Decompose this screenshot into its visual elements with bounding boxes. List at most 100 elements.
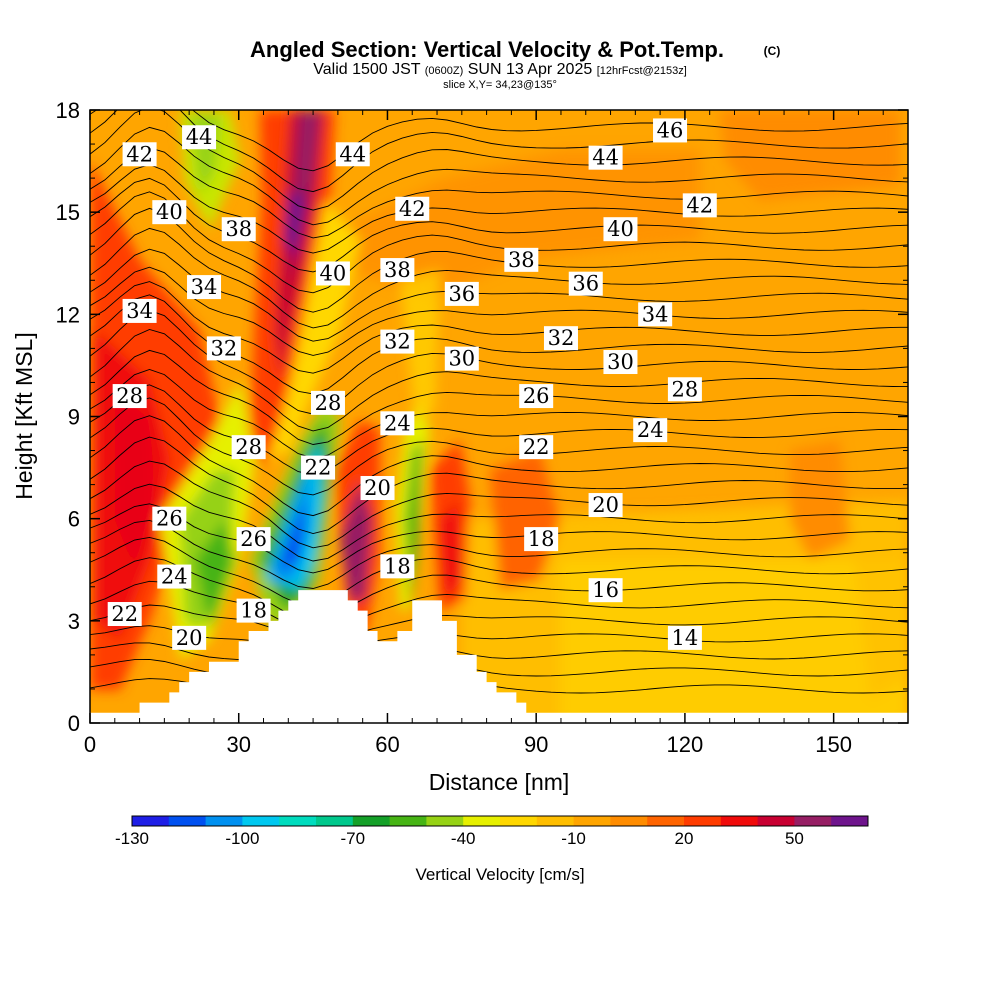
theta-label: 18	[524, 527, 559, 552]
theta-label-box	[107, 602, 142, 627]
theta-label: 38	[504, 247, 539, 272]
theta-label-box	[667, 377, 702, 402]
colorbar-swatch	[242, 816, 280, 826]
theta-label-text: 42	[686, 193, 713, 217]
theta-contour-line	[90, 110, 908, 211]
theta-label-box	[301, 455, 336, 480]
theta-label-box	[236, 598, 271, 623]
colorbar-swatch	[463, 816, 501, 826]
theta-label-box	[543, 326, 578, 351]
theta-label-text: 36	[572, 272, 599, 296]
theta-contour-line	[90, 519, 908, 589]
theta-label-text: 38	[508, 248, 535, 272]
theta-label-box	[667, 625, 702, 650]
theta-label-text: 22	[111, 602, 138, 626]
theta-label-text: 28	[116, 384, 143, 408]
theta-label-box	[633, 418, 668, 443]
y-tick-label: 3	[68, 609, 80, 634]
theta-contour-line	[90, 503, 908, 574]
theta-label-box	[187, 275, 222, 300]
theta-label-box	[182, 125, 217, 150]
y-tick-label: 18	[56, 98, 80, 123]
theta-label-box	[653, 118, 688, 143]
theta-label-box	[682, 193, 717, 218]
colorbar-tick-label: -10	[561, 829, 586, 848]
theta-label-text: 22	[305, 456, 332, 480]
subtitle-utc: (0600Z)	[425, 65, 464, 77]
theta-label: 36	[568, 271, 603, 296]
theta-label-text: 28	[235, 435, 262, 459]
theta-label-box	[315, 261, 350, 286]
theta-label-text: 38	[225, 217, 252, 241]
y-tick-label: 15	[56, 200, 80, 225]
theta-label-text: 40	[320, 261, 347, 285]
theta-label-text: 20	[592, 493, 619, 517]
theta-label-text: 34	[126, 299, 153, 323]
colorbar-tick-label: -100	[225, 829, 259, 848]
theta-label-text: 40	[607, 217, 634, 241]
theta-label: 24	[157, 564, 192, 589]
theta-label-text: 24	[384, 411, 411, 435]
theta-label-box	[122, 298, 157, 323]
theta-contour-line	[90, 557, 908, 622]
x-tick-label: 60	[375, 732, 399, 757]
theta-label-box	[603, 217, 638, 242]
theta-contour-line	[90, 147, 908, 239]
velocity-field	[90, 110, 908, 723]
theta-label-box	[122, 142, 157, 167]
theta-label: 42	[682, 193, 717, 218]
y-tick-label: 12	[56, 302, 80, 327]
colorbar: -130 -100 -70 -40 -10 20 50	[115, 815, 869, 848]
theta-label-box	[444, 346, 479, 371]
theta-label: 44	[182, 125, 217, 150]
theta-label-text: 16	[592, 578, 619, 602]
theta-label: 22	[519, 435, 554, 460]
theta-label: 40	[603, 217, 638, 242]
colorbar-swatch	[132, 816, 170, 826]
theta-label: 44	[588, 145, 623, 170]
theta-label: 28	[667, 377, 702, 402]
theta-label-box	[444, 281, 479, 306]
subtitle-forecast: [12hrFcst@2153z]	[597, 65, 687, 77]
theta-contour-line	[90, 309, 908, 415]
theta-contour-line	[90, 191, 908, 294]
theta-contour-line	[90, 625, 908, 653]
theta-label-text: 18	[528, 527, 555, 551]
subtitle-date: SUN 13 Apr 2025	[468, 61, 593, 78]
colorbar-label: Vertical Velocity [cm/s]	[415, 865, 584, 884]
theta-label-box	[568, 271, 603, 296]
theta-label-text: 46	[657, 118, 684, 142]
theta-label-text: 22	[523, 435, 550, 459]
theta-contour-line	[90, 164, 908, 254]
theta-label: 38	[380, 258, 415, 283]
theta-label: 20	[172, 625, 207, 650]
theta-label: 30	[444, 346, 479, 371]
theta-contour-line	[90, 580, 908, 633]
theta-label-box	[206, 336, 241, 361]
theta-label-text: 34	[642, 302, 669, 326]
theta-label-text: 42	[126, 142, 153, 166]
chart-subtitle: Valid 1500 JST (0600Z) SUN 13 Apr 2025 […	[313, 61, 687, 78]
theta-label: 20	[588, 493, 623, 518]
theta-contour-line	[90, 110, 908, 172]
theta-label: 32	[543, 326, 578, 351]
colorbar-swatch	[610, 816, 648, 826]
theta-contour-line	[90, 281, 908, 374]
theta-label-box	[335, 142, 370, 167]
theta-label-text: 20	[176, 626, 203, 650]
colorbar-swatch	[757, 816, 795, 826]
theta-label: 18	[380, 554, 415, 579]
theta-contour-line	[90, 207, 908, 313]
theta-label-text: 44	[339, 142, 366, 166]
theta-label: 24	[380, 411, 415, 436]
theta-contour-line	[90, 227, 908, 329]
x-tick-label: 90	[524, 732, 548, 757]
theta-label: 32	[206, 336, 241, 361]
theta-label-box	[519, 384, 554, 409]
colorbar-swatch	[794, 816, 832, 826]
theta-contour-line	[90, 349, 908, 445]
y-tick-label: 6	[68, 507, 80, 532]
theta-label-text: 26	[240, 527, 267, 551]
